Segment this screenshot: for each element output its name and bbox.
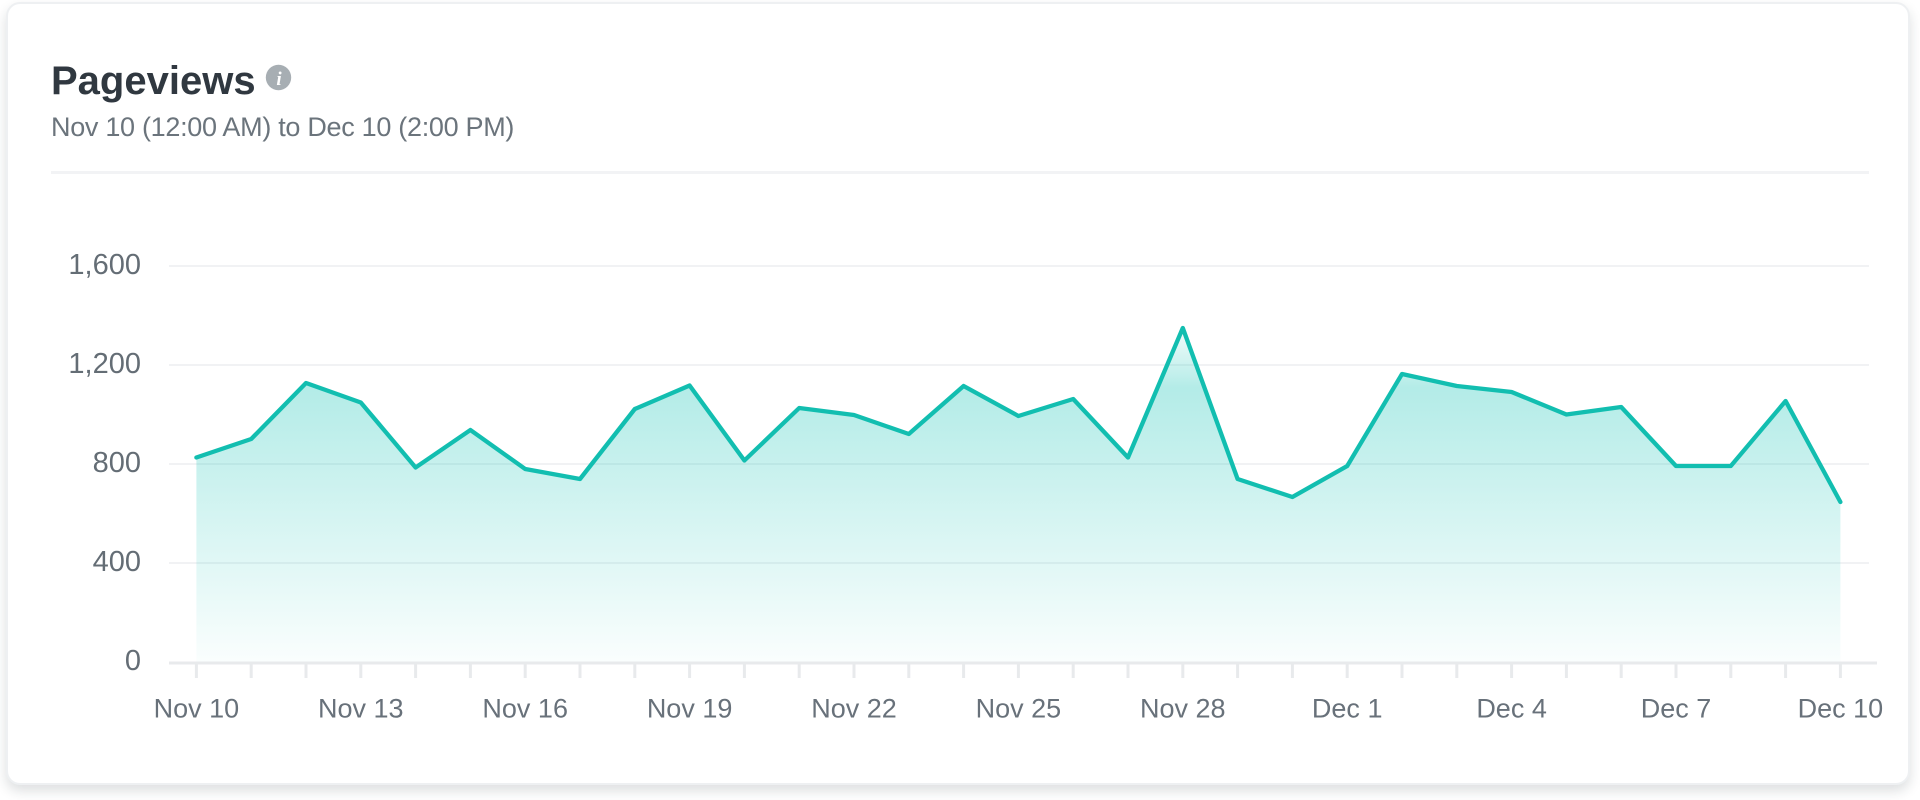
svg-text:0: 0 — [125, 645, 141, 677]
svg-text:Dec 7: Dec 7 — [1641, 694, 1712, 724]
svg-text:Nov 22: Nov 22 — [811, 694, 897, 724]
svg-text:Nov 13: Nov 13 — [318, 694, 404, 724]
svg-text:Nov 19: Nov 19 — [647, 694, 733, 724]
svg-text:Nov 25: Nov 25 — [976, 694, 1062, 724]
svg-text:Nov 28: Nov 28 — [1140, 694, 1226, 724]
svg-text:800: 800 — [93, 447, 141, 479]
svg-text:Dec 4: Dec 4 — [1476, 694, 1547, 724]
svg-text:400: 400 — [93, 546, 141, 578]
svg-text:1,600: 1,600 — [68, 249, 141, 281]
svg-text:i: i — [276, 69, 282, 90]
svg-text:Nov 10: Nov 10 — [154, 694, 240, 724]
svg-text:Dec 1: Dec 1 — [1312, 694, 1383, 724]
svg-text:1,200: 1,200 — [68, 348, 141, 380]
svg-text:Dec 10: Dec 10 — [1798, 694, 1884, 724]
svg-text:Nov 16: Nov 16 — [482, 694, 568, 724]
